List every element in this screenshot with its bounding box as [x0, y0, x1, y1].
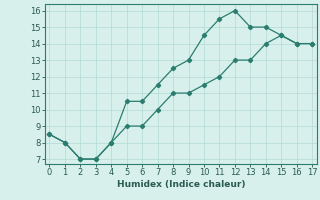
X-axis label: Humidex (Indice chaleur): Humidex (Indice chaleur)	[116, 180, 245, 189]
